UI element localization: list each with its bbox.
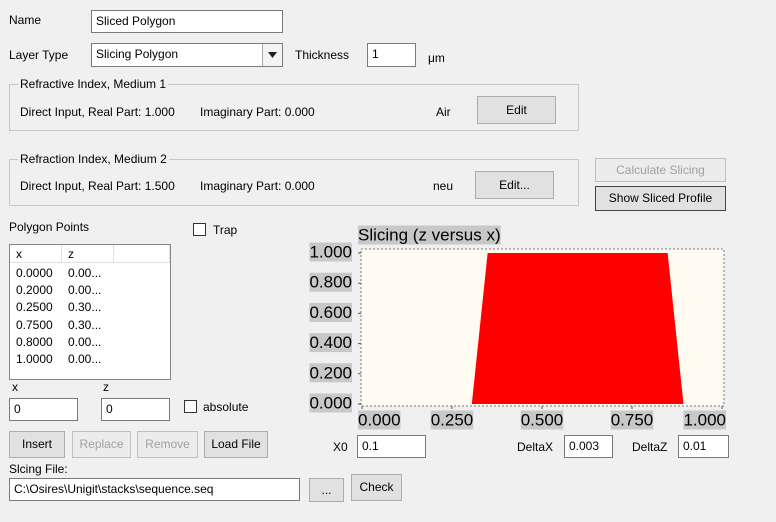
column-header: z — [62, 245, 114, 263]
list-cell: 0.00... — [68, 352, 102, 366]
replace-button[interactable]: Replace — [72, 431, 131, 458]
insert-button[interactable]: Insert — [9, 431, 65, 458]
layer-type-value: Slicing Polygon — [96, 47, 179, 61]
material: neu — [433, 179, 454, 193]
slicing-file-input[interactable]: C:\Osires\Unigit\stacks\sequence.seq — [9, 478, 300, 501]
imaginary-part: Imaginary Part: 0.000 — [200, 105, 315, 119]
browse-button[interactable]: ... — [309, 478, 344, 502]
list-cell: 0.2000 — [16, 283, 53, 298]
x-tick-label: 0.500 — [521, 410, 564, 429]
remove-button[interactable]: Remove — [137, 431, 198, 458]
list-cell: 0.30... — [68, 317, 102, 332]
y-tick-label: 0.000 — [309, 393, 352, 412]
column-header: x — [10, 245, 62, 263]
list-cell: 0.2500 — [16, 300, 53, 315]
deltaz-input[interactable]: 0.01 — [678, 435, 729, 458]
list-cell: 0.00... — [68, 283, 102, 298]
points-list[interactable]: x z 0.0000 0.00... 0.2000 0.00... 0.2500 0.30… — [9, 244, 171, 380]
z-label: z — [103, 380, 109, 394]
column-header — [114, 245, 170, 263]
list-cell: 0.8000 — [16, 334, 53, 349]
deltaz-label: DeltaZ — [632, 440, 668, 454]
label-shade — [358, 410, 401, 430]
y-tick-label: 0.200 — [309, 363, 352, 382]
medium1-group: Refractive Index, Medium 1 Direct Input,… — [9, 77, 579, 131]
slicing-file-label: Slcing File: — [9, 462, 68, 476]
trap-checkbox[interactable] — [193, 223, 206, 236]
absolute-label: absolute — [203, 400, 249, 414]
thickness-unit: μm — [428, 51, 445, 65]
label-shade — [309, 302, 352, 322]
load-file-button[interactable]: Load File — [204, 431, 268, 458]
name-input[interactable]: Sliced Polygon — [91, 10, 283, 33]
absolute-checkbox[interactable] — [184, 400, 197, 413]
area — [471, 253, 684, 404]
thickness-label: Thickness — [295, 48, 350, 62]
x-tick-label: 1.000 — [683, 410, 726, 429]
y-tick-label: 0.400 — [309, 333, 352, 352]
check-button[interactable]: Check — [351, 474, 402, 501]
x-label: x — [12, 380, 18, 394]
list-cell: 0.00... — [68, 266, 102, 280]
list-cell: 0.0000 — [16, 266, 53, 280]
edit-button[interactable]: Edit — [477, 96, 556, 124]
thickness-input[interactable]: 1 — [367, 43, 416, 67]
x-input[interactable]: 0 — [9, 398, 78, 421]
list-cell: 0.00... — [68, 334, 102, 349]
y-tick-label: 1.000 — [309, 242, 352, 261]
imaginary-part: Imaginary Part: 0.000 — [200, 179, 315, 193]
real-part: Direct Input, Real Part: 1.000 — [20, 105, 175, 119]
y-tick-label: 0.800 — [309, 273, 352, 292]
layer-type-combo[interactable]: Slicing Polygon — [91, 43, 283, 67]
real-part: Direct Input, Real Part: 1.500 — [20, 179, 175, 193]
list-cell: 0.7500 — [16, 317, 53, 332]
show-profile-button[interactable]: Show Sliced Profile — [595, 186, 726, 211]
deltax-input[interactable]: 0.003 — [564, 435, 613, 458]
edit-button[interactable]: Edit... — [475, 171, 554, 199]
label-shade — [309, 363, 352, 383]
label-shade — [520, 410, 564, 430]
label-shade — [683, 410, 726, 430]
medium2-group: Refraction Index, Medium 2 Direct Input,… — [9, 152, 579, 206]
label-shade — [309, 333, 352, 353]
label-shade — [309, 393, 352, 413]
y-tick-label: 0.600 — [309, 303, 352, 322]
combo-arrow[interactable] — [262, 44, 282, 66]
label-shade — [309, 242, 352, 262]
label-shade — [309, 272, 352, 292]
chart-title: Slicing (z versus x) — [358, 225, 501, 244]
calculate-button[interactable]: Calculate Slicing — [595, 158, 726, 182]
x-tick-label: 0.250 — [431, 410, 474, 429]
x-tick-label: 0.750 — [611, 410, 654, 429]
polygon-label: Polygon Points — [9, 220, 90, 234]
label-shade — [610, 410, 654, 430]
x-tick-label: 0.000 — [358, 410, 401, 429]
list-cell: 1.0000 — [16, 352, 53, 366]
x0-label: X0 — [333, 440, 348, 454]
label-shade — [358, 225, 501, 245]
deltax-label: DeltaX — [517, 440, 554, 454]
list-cell: 0.30... — [68, 300, 102, 315]
label-shade — [430, 410, 474, 430]
x0-input[interactable]: 0.1 — [357, 435, 426, 458]
layer-type-label: Layer Type — [9, 48, 69, 62]
group-title: Refraction Index, Medium 2 — [18, 152, 169, 166]
name-label: Name — [9, 13, 42, 27]
group-title: Refractive Index, Medium 1 — [18, 77, 169, 91]
z-input[interactable]: 0 — [101, 398, 170, 421]
trap-label: Trap — [213, 223, 238, 237]
material: Air — [436, 105, 451, 119]
